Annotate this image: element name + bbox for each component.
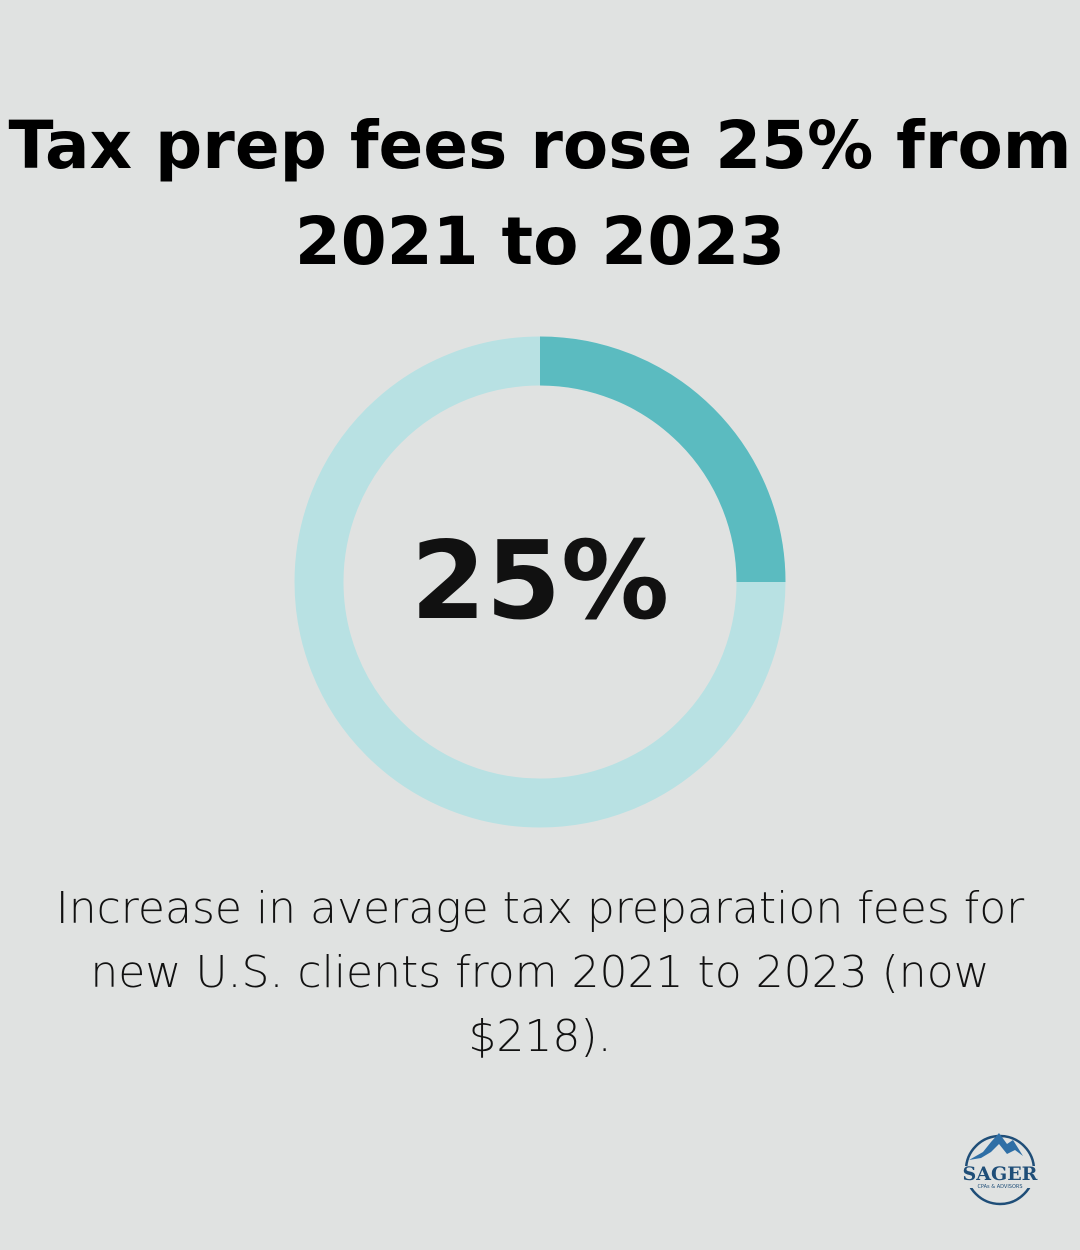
caption: Increase in average tax preparation fees… (55, 883, 1025, 1062)
logo-tagline: CPAs & ADVISORS (977, 1184, 1022, 1190)
donut-chart (294, 336, 786, 828)
sager-logo: SAGER CPAs & ADVISORS (960, 1133, 1040, 1206)
page-title: Tax prep fees rose 25% from 2021 to 2023 (8, 107, 1072, 280)
logo-text: SAGER (963, 1163, 1038, 1185)
donut-segment-value (539, 336, 786, 583)
donut-center-label: 25% (410, 519, 670, 644)
